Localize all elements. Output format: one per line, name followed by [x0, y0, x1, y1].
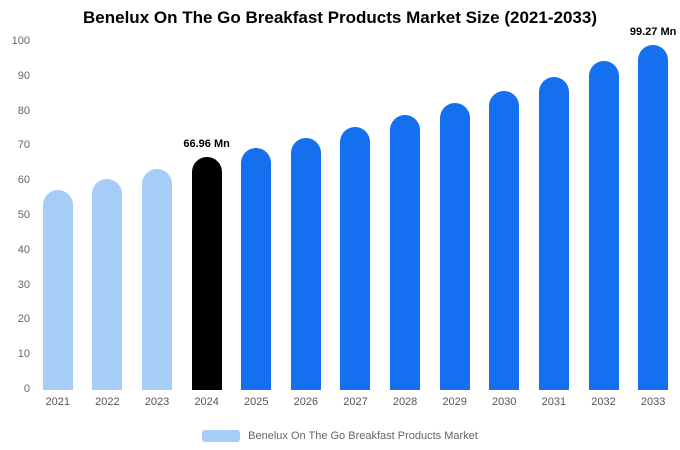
x-tick-label: 2027: [343, 396, 368, 408]
bar-slot: 2030: [479, 42, 529, 408]
bar-slot: 2032: [579, 42, 629, 408]
x-tick-label: 2031: [541, 396, 567, 408]
x-tick-label: 2024: [194, 396, 219, 408]
y-tick-label: 100: [11, 35, 30, 47]
x-tick-label: 2025: [243, 396, 269, 408]
bar-slot: 2021: [33, 42, 83, 408]
bar-2030: [489, 90, 520, 390]
bar-slot: 2024 66.96 Mn: [182, 42, 232, 408]
value-label: 99.27 Mn: [629, 25, 677, 38]
bar-2021: [42, 189, 73, 390]
y-tick-label: 50: [17, 209, 30, 221]
bar-2032: [588, 61, 619, 390]
bar-slot: 2028: [380, 42, 430, 408]
x-tick-label: 2021: [45, 396, 71, 408]
y-tick-label: 30: [17, 278, 30, 291]
bar-2025: [241, 148, 272, 390]
x-tick-label: 2022: [95, 396, 120, 408]
x-tick-label: 2030: [492, 396, 517, 408]
y-tick-label: 40: [17, 243, 30, 256]
value-label: 66.96 Mn: [183, 137, 230, 150]
bar-chart: 0 10 20 30 40 50 60 70 80 90 100 2021 2022 2023 2024 6…: [0, 26, 680, 408]
y-tick-label: 20: [17, 313, 30, 326]
bar-slot: 2033 99.27 Mn: [628, 26, 678, 408]
y-tick-label: 70: [17, 139, 30, 152]
x-tick-label: 2028: [392, 396, 418, 408]
y-tick-label: 60: [17, 174, 30, 187]
y-axis: 0 10 20 30 40 50 60 70 80 90 100: [0, 35, 30, 395]
legend-swatch: [202, 430, 241, 442]
y-tick-label: 90: [17, 69, 30, 82]
y-tick-label: 80: [17, 104, 30, 117]
bar-2031: [538, 76, 569, 390]
bar-2022: [92, 179, 123, 390]
legend: Benelux On The Go Breakfast Products Mar…: [0, 430, 680, 442]
bar-2029: [439, 102, 470, 390]
legend-label: Benelux On The Go Breakfast Products Mar…: [248, 430, 478, 442]
plot-area: 2021 2022 2023 2024 66.96 Mn 2025 2026 2027 2028…: [33, 26, 678, 408]
x-tick-label: 2033: [640, 396, 666, 408]
y-tick-label: 10: [17, 348, 30, 361]
bar-slot: 2022: [83, 42, 133, 408]
bar-slot: 2025: [231, 42, 281, 408]
bar-slot: 2026: [281, 42, 331, 408]
chart-title: Benelux On The Go Breakfast Products Mar…: [83, 8, 597, 27]
x-tick-label: 2023: [144, 396, 170, 408]
bar-slot: 2029: [430, 42, 480, 408]
bar-2033: [638, 44, 669, 390]
bar-slot: 2027: [331, 42, 381, 408]
x-tick-label: 2032: [591, 396, 616, 408]
bar-2026: [290, 137, 321, 390]
bar-2024: [191, 156, 222, 390]
bar-slot: 2023: [132, 42, 182, 408]
bar-2023: [142, 169, 173, 390]
x-tick-label: 2026: [293, 396, 319, 408]
x-tick-label: 2029: [442, 396, 467, 408]
bar-2027: [340, 127, 371, 390]
y-tick-label: 0: [23, 383, 30, 395]
bar-slot: 2031: [529, 42, 579, 408]
bar-2028: [390, 115, 421, 390]
